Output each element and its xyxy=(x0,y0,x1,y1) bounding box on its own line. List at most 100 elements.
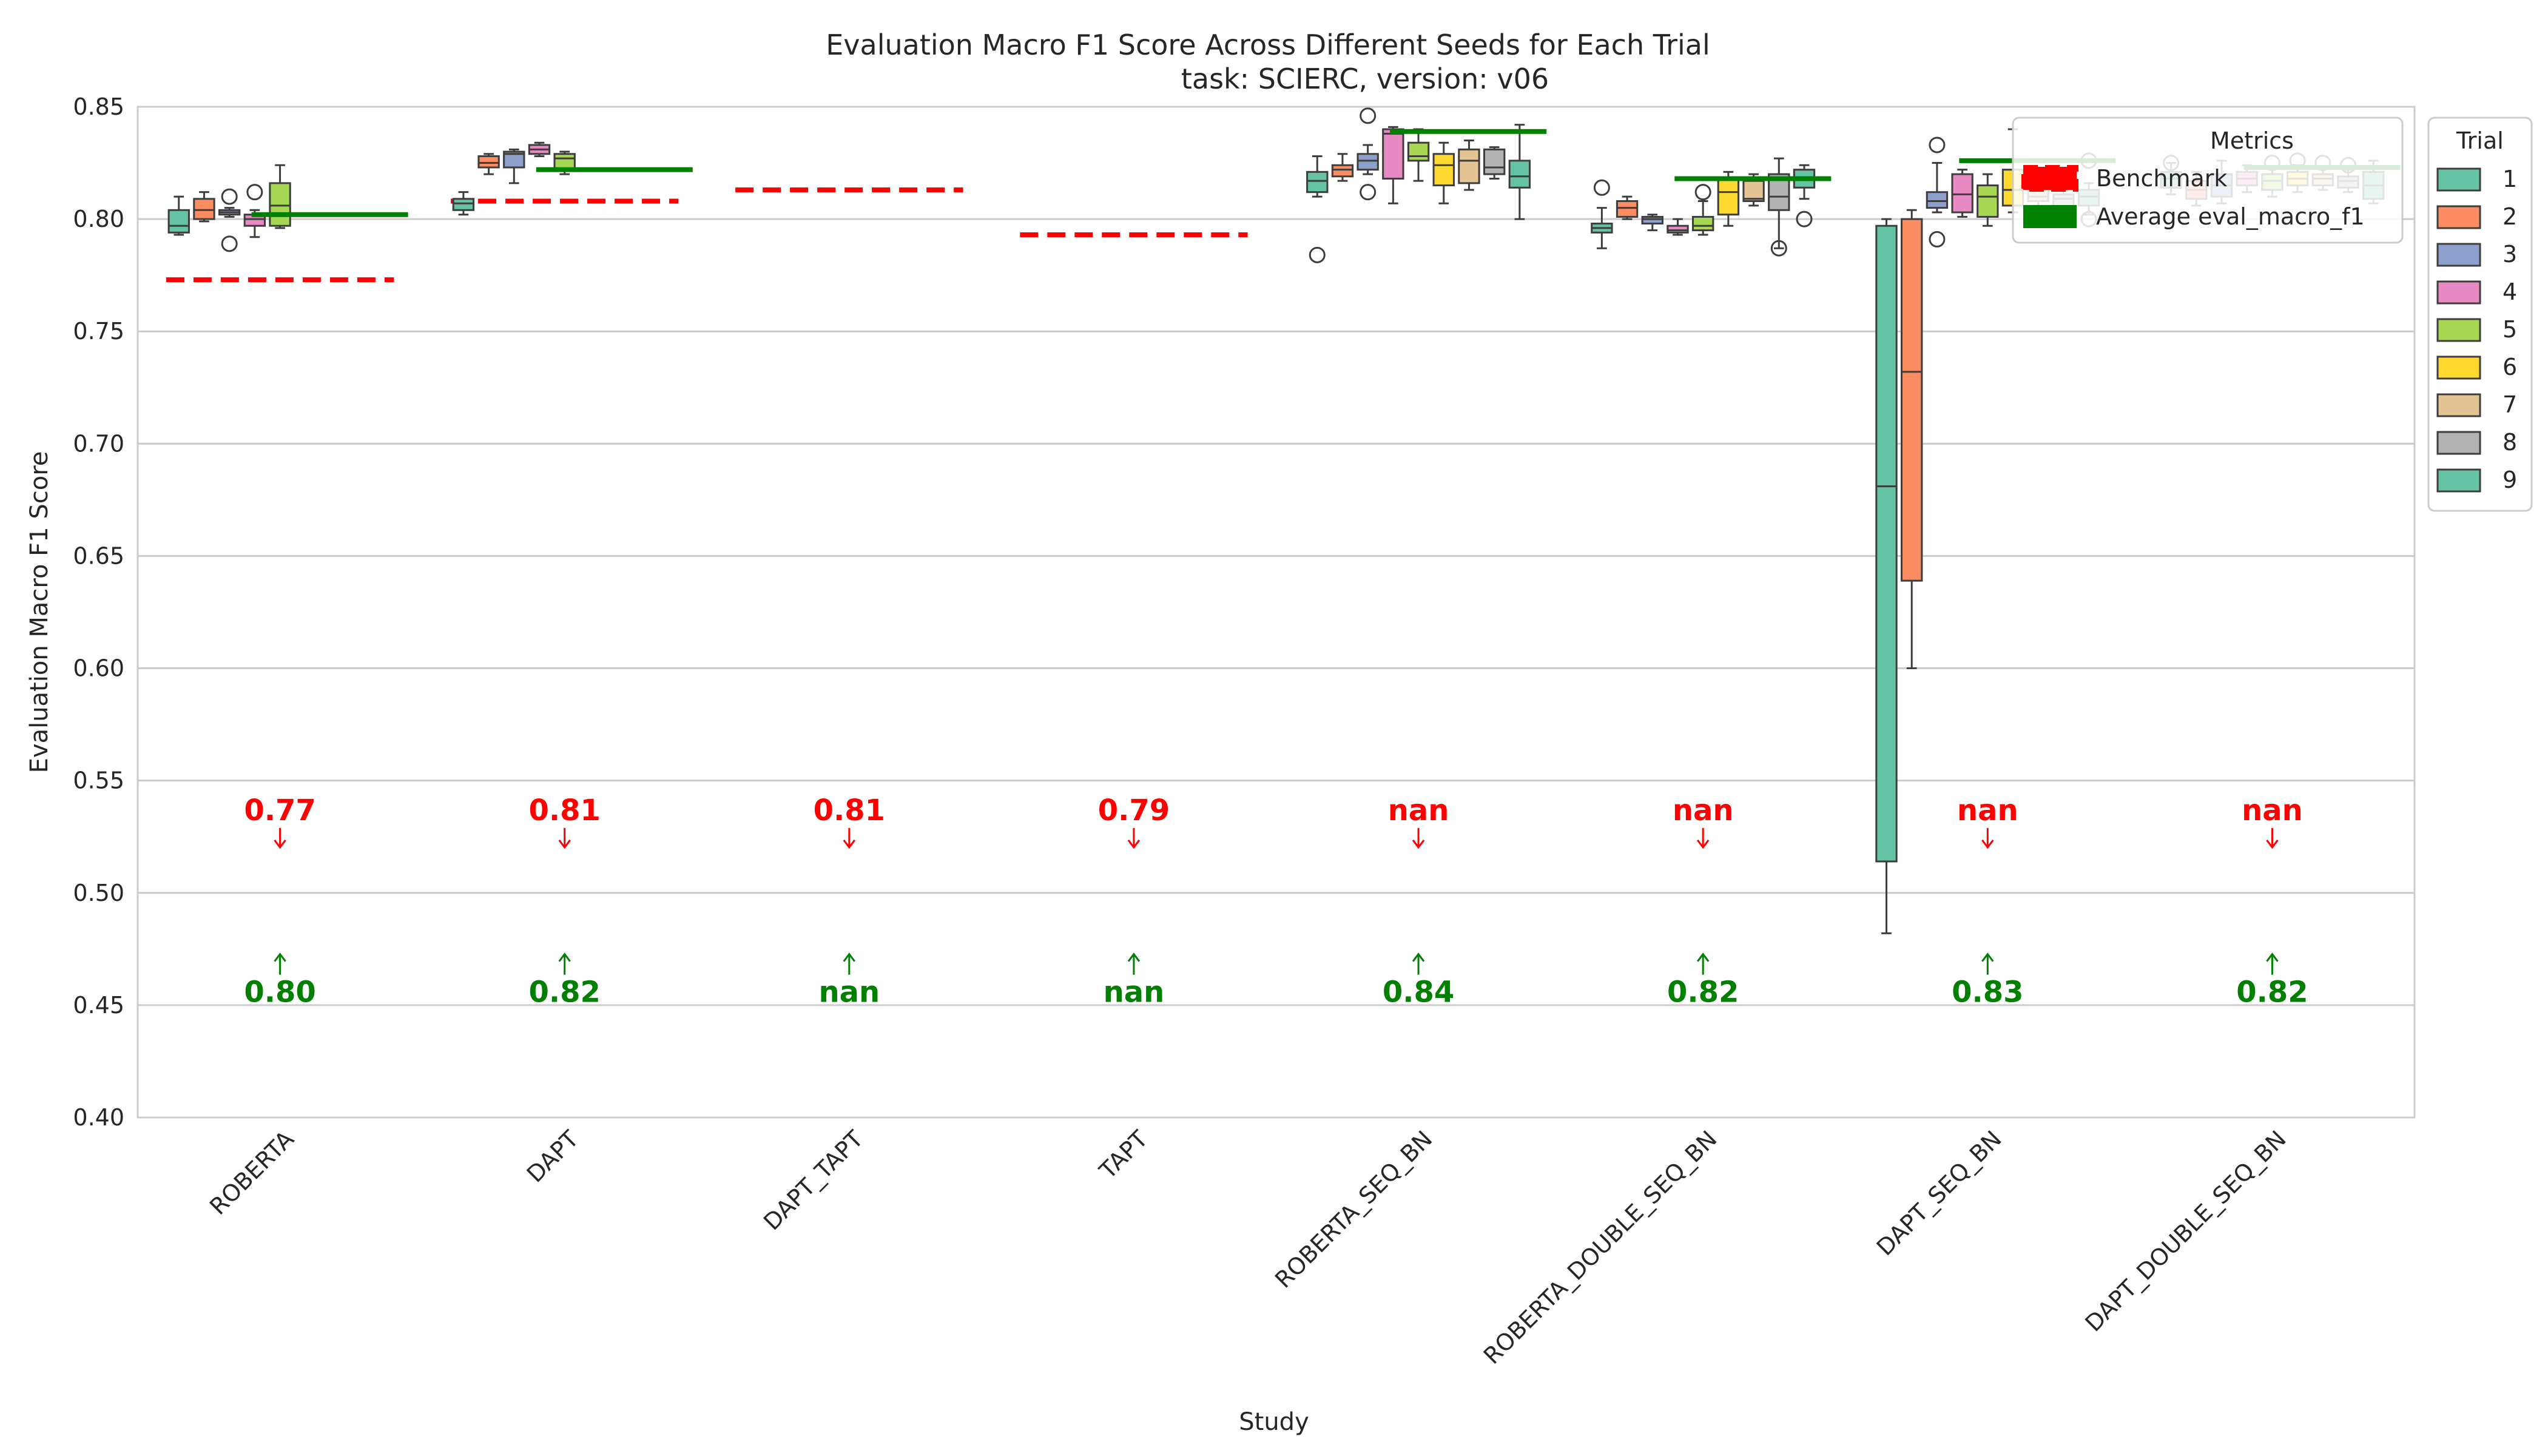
benchmark-value-label: 0.81 xyxy=(814,794,885,827)
box-trial-2 xyxy=(1331,164,1354,178)
y-tick-label: 0.55 xyxy=(73,767,124,794)
legend-trial-swatch xyxy=(2436,431,2481,455)
box-trial-6 xyxy=(1717,177,1740,216)
y-axis-label: Evaluation Macro F1 Score xyxy=(25,451,53,774)
y-tick-label: 0.85 xyxy=(73,93,124,120)
average-arrow-head xyxy=(1412,952,1425,962)
box-trial-2 xyxy=(477,155,500,169)
box-trial-5 xyxy=(269,182,291,227)
outlier-point xyxy=(1593,179,1610,196)
y-axis-ticks: 0.40 0.45 0.50 0.55 0.60 0.65 0.70 0.75 0.80 0.85 xyxy=(73,93,124,1131)
box-trial-1 xyxy=(1875,224,1898,863)
benchmark-arrow-head xyxy=(558,839,571,849)
box-trial-1 xyxy=(452,198,475,211)
legend-trial-label: 8 xyxy=(2502,429,2517,456)
legend-metrics-title: Metrics xyxy=(2210,127,2294,154)
legend-average-label: Average eval_macro_f1 xyxy=(2096,203,2365,230)
outlier-point xyxy=(221,235,238,252)
plot-frame xyxy=(136,106,2416,1119)
average-value-label: 0.82 xyxy=(1667,976,1739,1009)
legend-benchmark-label: Benchmark xyxy=(2096,165,2227,192)
benchmark-arrow-head xyxy=(1696,839,1710,849)
benchmark-arrow-head xyxy=(843,839,856,849)
average-value-label: 0.84 xyxy=(1383,976,1454,1009)
outlier-point xyxy=(1929,231,1946,248)
average-arrow-head xyxy=(274,952,286,962)
legend-trial-label: 2 xyxy=(2502,203,2517,230)
benchmark-arrow-head xyxy=(274,839,286,849)
legend-trial-label: 6 xyxy=(2502,354,2517,380)
benchmark-value-label: 0.79 xyxy=(1098,794,1170,827)
chart-title: Evaluation Macro F1 Score Across Differe… xyxy=(826,29,1710,61)
box-trial-2 xyxy=(1901,218,1923,582)
legend-metrics: Metrics Benchmark Average eval_macro_f1 xyxy=(2012,116,2404,244)
legend-trial-label: 4 xyxy=(2502,278,2517,305)
y-tick-label: 0.65 xyxy=(73,542,124,569)
benchmark-arrow-head xyxy=(1412,839,1425,849)
y-tick-label: 0.50 xyxy=(73,880,124,906)
legend-trial-swatch xyxy=(2436,167,2481,192)
box-trial-6 xyxy=(1432,153,1455,187)
annotations: 0.77 0.80 0.81 0.82 0.81 nan 0.79 nan nan 0.84 nan… xyxy=(244,794,2308,1009)
average-value-label: 0.82 xyxy=(528,976,600,1009)
box-trial-5 xyxy=(1407,141,1430,162)
box-trial-4 xyxy=(1382,128,1404,180)
legend-trial-swatch xyxy=(2436,318,2481,342)
y-tick-label: 0.40 xyxy=(73,1104,124,1131)
legend-trial-label: 1 xyxy=(2502,166,2517,192)
box-trial-7 xyxy=(1458,148,1480,184)
benchmark-arrow-head xyxy=(2266,839,2279,849)
legend-trial: Trial 1 2 3 4 5 6 7 8 9 xyxy=(2427,116,2533,512)
y-tick-label: 0.45 xyxy=(73,992,124,1019)
average-arrow-head xyxy=(558,952,571,962)
outlier-point xyxy=(1360,184,1377,201)
benchmark-value-label: nan xyxy=(1388,794,1449,827)
average-arrow-head xyxy=(1981,952,1994,962)
legend-trial-label: 7 xyxy=(2502,391,2517,418)
average-value-label: 0.83 xyxy=(1952,976,2023,1009)
benchmark-arrow-head xyxy=(1127,839,1141,849)
outlier-point xyxy=(1770,240,1787,257)
legend-trial-swatch xyxy=(2436,205,2481,229)
box-trial-4 xyxy=(1951,173,1973,214)
box-trial-2 xyxy=(1616,200,1639,218)
legend-trial-swatch xyxy=(2436,468,2481,493)
legend-trial-swatch xyxy=(2436,243,2481,267)
average-value-label: nan xyxy=(1104,976,1165,1009)
legend-metrics-frame xyxy=(2012,116,2404,244)
outlier-point xyxy=(1309,246,1326,263)
average-arrow-head xyxy=(843,952,856,962)
box-trial-1 xyxy=(1306,170,1329,194)
y-tick-label: 0.75 xyxy=(73,318,124,345)
average-value-label: 0.82 xyxy=(2236,976,2308,1009)
outlier-point xyxy=(221,188,238,205)
legend-trial-swatch xyxy=(2436,356,2481,380)
outlier-point xyxy=(1360,107,1377,124)
legend-benchmark-swatch xyxy=(2021,165,2078,192)
box-trial-5 xyxy=(1692,215,1714,232)
outlier-point xyxy=(1694,184,1711,201)
legend-trial-label: 9 xyxy=(2502,467,2517,493)
box-trial-2 xyxy=(193,198,215,220)
y-tick-label: 0.80 xyxy=(73,206,124,232)
x-axis-label: Study xyxy=(1239,1408,1309,1436)
box-trial-3 xyxy=(1357,153,1379,171)
benchmark-arrow-head xyxy=(1981,839,1994,849)
average-arrow-head xyxy=(1127,952,1141,962)
average-arrow-head xyxy=(1696,952,1710,962)
box-trial-7 xyxy=(1742,180,1765,202)
box-trial-3 xyxy=(1641,215,1663,225)
box-trial-8 xyxy=(1483,148,1506,175)
y-tick-label: 0.60 xyxy=(73,655,124,682)
box-trial-4 xyxy=(1667,224,1689,234)
benchmark-value-label: nan xyxy=(1957,794,2018,827)
benchmark-value-label: nan xyxy=(1673,794,1734,827)
box-trial-5 xyxy=(1977,184,1999,218)
benchmark-value-label: 0.77 xyxy=(244,794,315,827)
average-arrow-head xyxy=(2266,952,2279,962)
box-trial-9 xyxy=(1508,160,1531,189)
y-tick-label: 0.70 xyxy=(73,430,124,457)
legend-trial-label: 3 xyxy=(2502,241,2517,268)
outlier-point xyxy=(246,184,263,201)
